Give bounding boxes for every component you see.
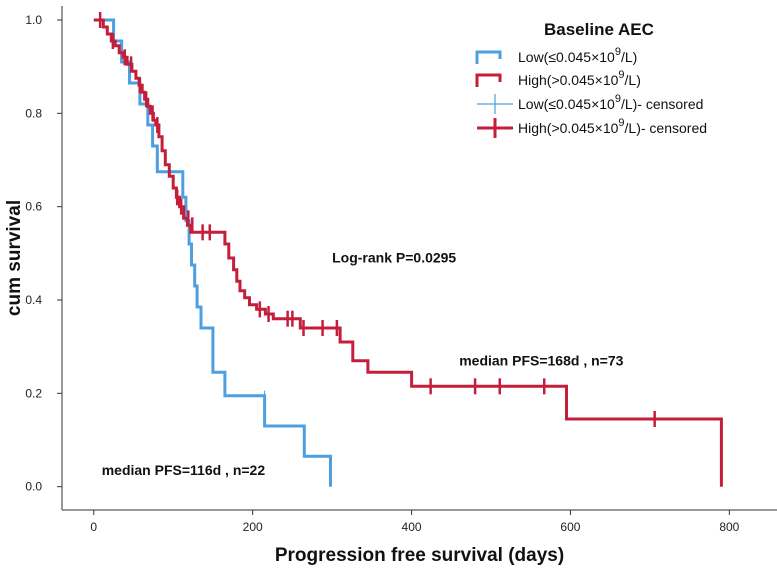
legend-label-sup: 9	[618, 69, 624, 81]
x-tick-label: 400	[402, 520, 422, 534]
annotations: Log-rank P=0.0295 median PFS=168d , n=73 m…	[102, 250, 624, 478]
x-tick-label: 200	[243, 520, 263, 534]
legend-label: Low(≤0.045×109/L)	[518, 46, 637, 65]
legend-label-sup: 9	[615, 46, 621, 58]
legend-entry: High(>0.045×109/L)	[475, 69, 641, 88]
legend-label-tail: /L)	[621, 49, 637, 65]
legend-label-tail: /L)- censored	[625, 120, 707, 136]
legend-label-sup: 9	[618, 117, 624, 129]
x-tick-label: 0	[90, 520, 97, 534]
legend-label: Low(≤0.045×109/L)- censored	[518, 93, 703, 112]
legend-entry: High(>0.045×109/L)- censored	[477, 117, 707, 138]
legend-label-main: High(>0.045×10	[518, 120, 619, 136]
legend-label-tail: /L)	[625, 72, 641, 88]
series-layer	[93, 12, 723, 487]
legend-label-sup: 9	[615, 93, 621, 105]
y-tick-label: 0.8	[25, 106, 42, 120]
y-tick-label: 0.0	[25, 480, 42, 494]
y-tick-label: 1.0	[25, 13, 42, 27]
legend-label-tail: /L)- censored	[621, 96, 703, 112]
y-tick-label: 0.6	[25, 200, 42, 214]
legend-label: High(>0.045×109/L)	[518, 69, 641, 88]
x-tick-label: 600	[560, 520, 580, 534]
y-tick-label: 0.4	[25, 293, 42, 307]
annotation-1: median PFS=168d , n=73	[459, 352, 623, 368]
legend: Baseline AECLow(≤0.045×109/L)High(>0.045…	[475, 20, 707, 138]
km-curve-high	[93, 18, 723, 487]
legend-entry: Low(≤0.045×109/L)- censored	[477, 93, 703, 114]
axes: 0.0 0.2 0.4 0.6 0.8 1.0 0 200 400 600 800 Progressi…	[4, 6, 777, 566]
y-axis-title: cum survival	[4, 200, 25, 316]
legend-title: Baseline AEC	[544, 20, 654, 39]
series-high	[93, 12, 723, 487]
annotation-2: median PFS=116d , n=22	[102, 462, 266, 478]
legend-label-main: High(>0.045×10	[518, 72, 619, 88]
x-axis-title: Progression free survival (days)	[275, 545, 564, 566]
legend-entry: Low(≤0.045×109/L)	[475, 46, 637, 65]
legend-label-main: Low(≤0.045×10	[518, 49, 615, 65]
legend-swatch-line	[475, 73, 502, 87]
x-tick-label: 800	[719, 520, 739, 534]
legend-label-main: Low(≤0.045×10	[518, 96, 615, 112]
legend-swatch-line	[475, 50, 502, 64]
annotation-0: Log-rank P=0.0295	[332, 250, 456, 266]
legend-label: High(>0.045×109/L)- censored	[518, 117, 707, 136]
y-tick-label: 0.2	[25, 386, 42, 400]
